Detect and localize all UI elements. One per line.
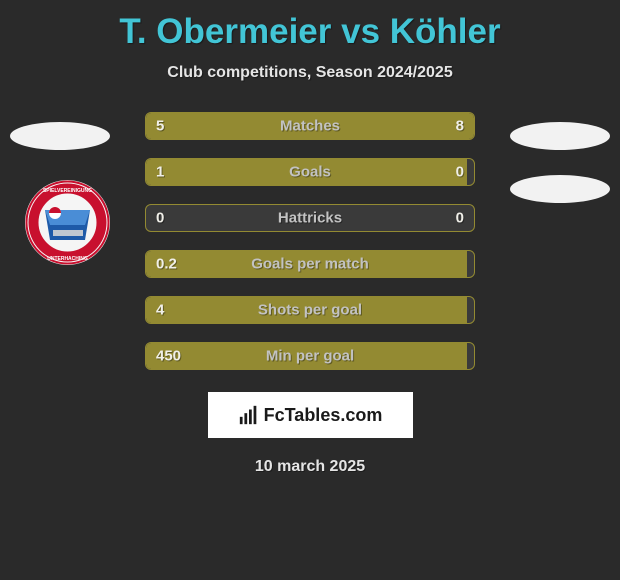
player-right-avatar <box>510 122 610 150</box>
value-left: 450 <box>156 348 181 365</box>
stat-label: Goals <box>289 164 331 181</box>
stat-row-shots-per-goal: 4 Shots per goal <box>145 296 475 324</box>
value-left: 0 <box>156 210 164 227</box>
snapshot-date: 10 march 2025 <box>255 458 365 476</box>
stat-label: Matches <box>280 118 340 135</box>
comparison-chart: 5 8 Matches 1 0 Goals 0 0 Hattricks 0.2 Goals per … <box>145 112 475 370</box>
comparison-subtitle: Club competitions, Season 2024/2025 <box>167 64 452 82</box>
stat-label: Goals per match <box>251 256 369 273</box>
value-right: 0 <box>456 164 464 181</box>
player-left-avatar <box>10 122 110 150</box>
stat-row-min-per-goal: 450 Min per goal <box>145 342 475 370</box>
stat-label: Hattricks <box>278 210 342 227</box>
stat-row-goals: 1 0 Goals <box>145 158 475 186</box>
unterhaching-crest-icon: SPIELVEREINIGUNG UNTERHACHING <box>25 180 110 265</box>
branding-text: FcTables.com <box>264 405 383 426</box>
bar-left <box>146 113 271 139</box>
stat-label: Shots per goal <box>258 302 362 319</box>
comparison-title: T. Obermeier vs Köhler <box>119 12 500 52</box>
svg-text:UNTERHACHING: UNTERHACHING <box>47 256 88 262</box>
value-left: 1 <box>156 164 164 181</box>
stat-row-matches: 5 8 Matches <box>145 112 475 140</box>
svg-text:SPIELVEREINIGUNG: SPIELVEREINIGUNG <box>43 188 92 194</box>
value-left: 5 <box>156 118 164 135</box>
value-left: 4 <box>156 302 164 319</box>
stat-row-hattricks: 0 0 Hattricks <box>145 204 475 232</box>
value-right: 8 <box>456 118 464 135</box>
value-right: 0 <box>456 210 464 227</box>
fctables-branding: FcTables.com <box>208 392 413 438</box>
stat-label: Min per goal <box>266 348 354 365</box>
team-left-logo: SPIELVEREINIGUNG UNTERHACHING <box>25 180 110 265</box>
value-left: 0.2 <box>156 256 177 273</box>
chart-bars-icon <box>238 404 260 426</box>
stat-row-goals-per-match: 0.2 Goals per match <box>145 250 475 278</box>
team-right-avatar <box>510 175 610 203</box>
